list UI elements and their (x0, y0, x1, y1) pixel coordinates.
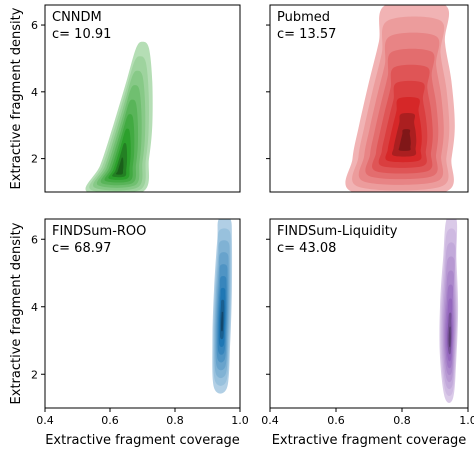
x-tick-label: 0.8 (393, 414, 411, 427)
panel-title: Pubmed (277, 10, 330, 25)
panel-findsum-liquidity: 0.4 0.6 0.8 1.0 FINDSum-Liquidity c= 43.08 Ext… (261, 218, 474, 448)
density-contours (85, 41, 153, 192)
y-tick-label: 6 (31, 233, 38, 246)
x-tick-label: 0.4 (36, 414, 54, 427)
plot-area (270, 219, 468, 408)
x-tick-label: 1.0 (231, 414, 249, 427)
panel-title: FINDSum-Liquidity (277, 224, 398, 239)
x-tick-label: 1.0 (459, 414, 474, 427)
panel-annotation: c= 10.91 (52, 27, 111, 42)
y-tick-label: 6 (31, 19, 38, 32)
panel-annotation: c= 43.08 (277, 241, 336, 256)
panel-annotation: c= 68.97 (52, 241, 111, 256)
x-axis-label: Extractive fragment coverage (272, 433, 467, 448)
density-level-8 (112, 143, 128, 178)
panel-annotation: c= 13.57 (277, 27, 336, 42)
axes-frame (44, 4, 241, 193)
panel-title: CNNDM (52, 10, 102, 25)
axes-frame (269, 4, 469, 193)
x-tick-label: 0.6 (101, 414, 119, 427)
density-level-9 (115, 157, 124, 175)
density-level-9 (221, 311, 224, 332)
y-axis-label: Extractive fragment density (9, 222, 24, 404)
density-contours (345, 5, 455, 192)
x-tick-label: 0.6 (327, 414, 345, 427)
density-contours (212, 219, 233, 394)
x-axis-label: Extractive fragment coverage (45, 433, 240, 448)
panel-cnndm: 2 4 6 CNNDM c= 10.91 Extractive fragment dens… (9, 4, 241, 193)
density-contours (439, 219, 459, 403)
axes-frame (269, 218, 469, 409)
x-tick-label: 0.4 (261, 414, 279, 427)
y-tick-label: 2 (31, 368, 38, 381)
panel-findsum-roo: 2 4 6 0.4 0.6 0.8 1.0 FINDSum-ROO c= 68.97 Extrac… (9, 218, 249, 448)
y-tick-label: 2 (31, 153, 38, 166)
y-tick-label: 4 (31, 86, 38, 99)
axes-frame (44, 218, 241, 409)
x-tick-label: 0.8 (166, 414, 184, 427)
plot-area (45, 219, 240, 408)
density-level-9 (448, 326, 451, 348)
density-level-9 (398, 129, 411, 151)
y-tick-label: 4 (31, 301, 38, 314)
y-axis-label: Extractive fragment density (9, 7, 24, 189)
panel-title: FINDSum-ROO (52, 224, 146, 239)
panel-pubmed: Pubmed c= 13.57 (266, 4, 469, 193)
